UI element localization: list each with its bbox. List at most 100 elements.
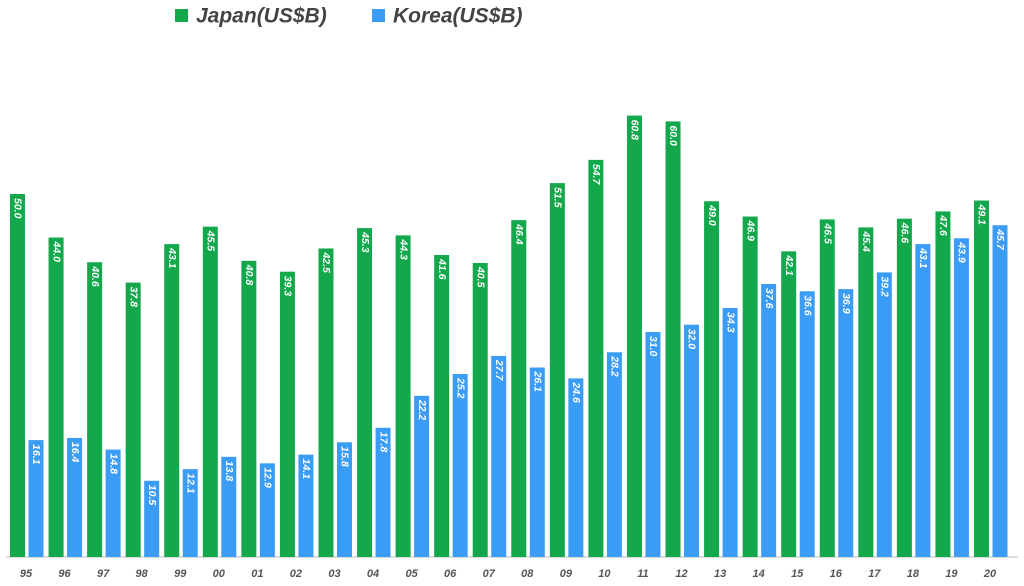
value-label: 46.4 — [513, 223, 525, 245]
bar — [357, 228, 373, 557]
value-label: 43.1 — [166, 247, 178, 269]
bar — [125, 282, 141, 557]
bar — [279, 271, 295, 557]
value-label: 45.5 — [205, 230, 217, 252]
value-label: 49.0 — [706, 204, 718, 226]
bar — [414, 395, 430, 557]
bar — [529, 367, 545, 557]
value-label: 47.6 — [937, 214, 949, 236]
bar — [87, 262, 103, 557]
bar — [491, 355, 507, 557]
value-label: 40.5 — [474, 266, 486, 288]
value-label: 16.4 — [69, 442, 81, 463]
value-label: 41.6 — [436, 258, 448, 280]
x-tick-label: 99 — [174, 568, 187, 580]
x-tick-label: 02 — [290, 568, 302, 580]
bar — [568, 378, 584, 557]
value-label: 13.8 — [223, 461, 235, 482]
x-tick-label: 17 — [868, 568, 881, 580]
bar — [953, 238, 969, 557]
x-tick-label: 11 — [637, 568, 648, 580]
value-label: 39.3 — [282, 276, 294, 297]
bar — [10, 194, 25, 557]
value-label: 51.5 — [552, 187, 564, 208]
x-tick-label: 14 — [753, 568, 765, 580]
bar — [28, 440, 44, 557]
bar — [819, 219, 835, 557]
x-tick-label: 12 — [675, 568, 687, 580]
bar — [606, 352, 622, 557]
bar — [549, 183, 565, 558]
bar — [588, 159, 604, 558]
bar — [722, 307, 738, 557]
bar — [935, 211, 951, 557]
x-tick-label: 06 — [444, 568, 457, 580]
x-tick-label: 98 — [136, 568, 149, 580]
bar — [742, 216, 758, 558]
legend-swatch — [372, 9, 385, 22]
bar — [375, 427, 391, 557]
x-tick-label: 09 — [560, 568, 573, 580]
bar — [241, 260, 257, 557]
x-tick-label: 19 — [945, 568, 958, 580]
bar — [318, 248, 334, 557]
bar — [298, 454, 314, 557]
x-tick-label: 10 — [598, 568, 611, 580]
bar — [202, 226, 218, 558]
value-label: 17.8 — [377, 432, 389, 453]
x-tick-label: 04 — [367, 568, 379, 580]
x-tick-label: 13 — [714, 568, 726, 580]
bar — [761, 284, 777, 557]
bar — [472, 262, 488, 557]
bar — [434, 254, 450, 557]
x-tick-label: 01 — [251, 568, 263, 580]
value-label: 25.2 — [454, 377, 466, 399]
bar — [645, 331, 661, 557]
value-label: 16.1 — [30, 444, 42, 465]
x-tick-label: 15 — [791, 568, 804, 580]
value-label: 49.1 — [976, 204, 988, 226]
value-label: 28.2 — [609, 355, 621, 377]
bar — [704, 201, 720, 557]
bar — [626, 115, 642, 557]
value-label: 12.1 — [184, 473, 196, 494]
x-tick-label: 08 — [521, 568, 534, 580]
value-label: 60.0 — [667, 125, 679, 146]
bar — [665, 121, 681, 558]
x-tick-label: 95 — [20, 568, 33, 580]
value-label: 45.4 — [860, 230, 872, 252]
bar — [799, 291, 815, 557]
bar — [915, 244, 931, 557]
bar — [838, 289, 854, 557]
x-tick-label: 20 — [983, 568, 997, 580]
value-label: 31.0 — [647, 336, 659, 357]
value-label: 14.8 — [107, 454, 119, 475]
bar — [144, 480, 160, 557]
value-label: 46.5 — [821, 222, 833, 244]
value-label: 42.1 — [783, 254, 795, 276]
x-tick-label: 00 — [213, 568, 226, 580]
bar — [452, 374, 468, 557]
value-label: 50.0 — [12, 198, 24, 219]
value-label: 60.8 — [629, 120, 641, 141]
value-label: 26.1 — [531, 371, 543, 393]
value-label: 24.6 — [570, 381, 582, 403]
bar — [105, 449, 121, 557]
value-label: 43.9 — [956, 241, 968, 263]
value-label: 37.6 — [763, 288, 775, 309]
legend-swatch — [175, 9, 188, 22]
bar — [876, 272, 892, 557]
value-label: 45.3 — [359, 231, 371, 253]
value-label: 10.5 — [146, 485, 158, 506]
value-label: 46.6 — [899, 222, 911, 244]
bar — [221, 456, 237, 557]
value-label: 36.9 — [840, 293, 852, 314]
bar — [67, 437, 83, 557]
value-label: 54.7 — [590, 164, 602, 186]
value-label: 44.0 — [50, 241, 62, 263]
x-tick-label: 05 — [405, 568, 418, 580]
value-label: 46.9 — [744, 220, 756, 242]
bar — [182, 469, 198, 557]
value-label: 43.1 — [917, 247, 929, 269]
